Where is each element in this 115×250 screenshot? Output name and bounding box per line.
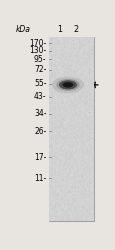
- Ellipse shape: [56, 79, 79, 91]
- Text: 34-: 34-: [34, 109, 46, 118]
- Text: kDa: kDa: [15, 25, 30, 34]
- Text: 1: 1: [57, 25, 62, 34]
- Ellipse shape: [62, 82, 73, 88]
- Text: 2: 2: [73, 25, 78, 34]
- Text: 43-: 43-: [34, 92, 46, 101]
- Text: 72-: 72-: [34, 65, 46, 74]
- Text: 95-: 95-: [34, 55, 46, 64]
- Text: 170-: 170-: [29, 39, 46, 48]
- Ellipse shape: [51, 76, 83, 93]
- Text: 17-: 17-: [34, 152, 46, 162]
- Bar: [48, 37, 93, 220]
- Ellipse shape: [59, 80, 76, 90]
- Text: 55-: 55-: [34, 79, 46, 88]
- Text: 11-: 11-: [34, 174, 46, 183]
- Text: 26-: 26-: [34, 126, 46, 136]
- Text: 130-: 130-: [29, 46, 46, 55]
